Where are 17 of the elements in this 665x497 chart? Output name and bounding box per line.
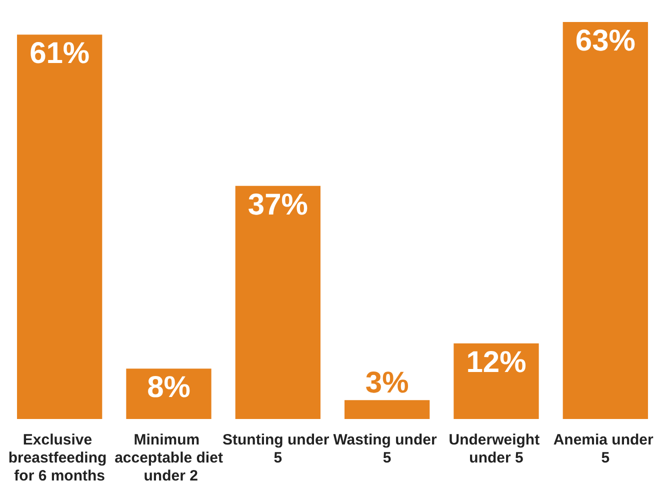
bar — [235, 186, 320, 419]
x-tick-label: Wasting under 5 — [333, 432, 441, 466]
bar — [344, 400, 430, 419]
data-label: 63% — [575, 24, 636, 58]
data-label: 3% — [365, 366, 409, 400]
data-label: 61% — [30, 37, 90, 70]
x-tick-label: Stunting under 5 — [222, 432, 334, 466]
data-label: 37% — [248, 188, 308, 222]
x-tick-label: Underweight under 5 — [448, 432, 544, 466]
x-tick-label: Anemia under 5 — [553, 432, 658, 466]
bar — [562, 22, 648, 419]
x-tick-label: Minimum acceptable diet under 2 — [114, 432, 223, 484]
bar — [454, 343, 539, 419]
x-tick-label: Exclusive breastfeeding for 6 months — [8, 432, 111, 484]
data-label: 8% — [147, 371, 190, 404]
bar — [17, 34, 102, 419]
data-label: 12% — [466, 346, 526, 379]
